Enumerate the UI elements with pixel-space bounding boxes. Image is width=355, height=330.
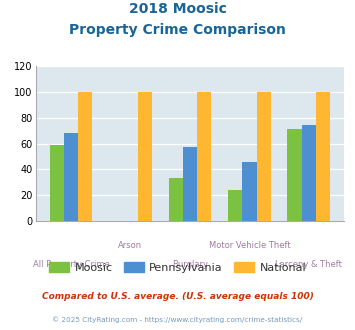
Text: Motor Vehicle Theft: Motor Vehicle Theft (209, 241, 290, 249)
Legend: Moosic, Pennsylvania, National: Moosic, Pennsylvania, National (44, 258, 311, 278)
Bar (242, 162, 257, 221)
Text: Arson: Arson (118, 241, 142, 249)
Bar (197, 92, 211, 221)
Bar (257, 92, 271, 221)
Bar (138, 92, 152, 221)
Bar (316, 92, 330, 221)
Bar (228, 190, 242, 221)
Text: All Property Crime: All Property Crime (33, 260, 109, 269)
Bar (302, 125, 316, 221)
Text: Property Crime Comparison: Property Crime Comparison (69, 23, 286, 37)
Text: Larceny & Theft: Larceny & Theft (275, 260, 342, 269)
Bar (169, 179, 183, 221)
Bar (64, 133, 78, 221)
Bar (183, 148, 197, 221)
Text: Burglary: Burglary (172, 260, 208, 269)
Bar (50, 145, 64, 221)
Bar (288, 129, 302, 221)
Text: 2018 Moosic: 2018 Moosic (129, 2, 226, 16)
Text: Compared to U.S. average. (U.S. average equals 100): Compared to U.S. average. (U.S. average … (42, 292, 313, 301)
Bar (78, 92, 92, 221)
Text: © 2025 CityRating.com - https://www.cityrating.com/crime-statistics/: © 2025 CityRating.com - https://www.city… (53, 317, 302, 323)
